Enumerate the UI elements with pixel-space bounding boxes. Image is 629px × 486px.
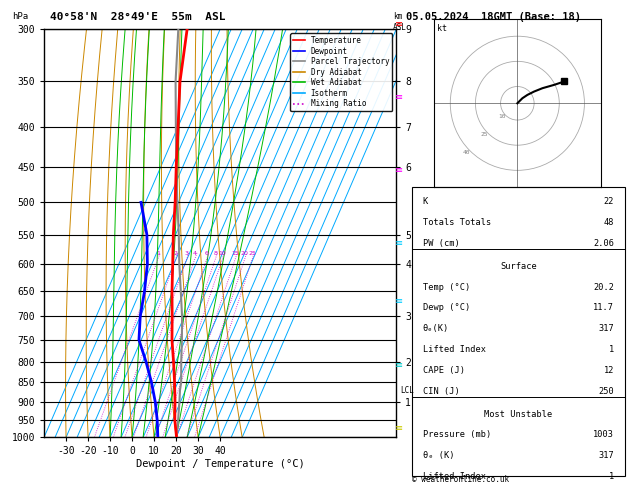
Text: Totals Totals: Totals Totals: [423, 218, 491, 227]
Text: 317: 317: [598, 324, 614, 333]
Text: ≡: ≡: [396, 165, 403, 175]
Text: 2.06: 2.06: [593, 239, 614, 248]
Text: 10: 10: [498, 115, 506, 120]
Text: 48: 48: [603, 218, 614, 227]
Text: 20: 20: [241, 251, 249, 257]
Text: ≡: ≡: [396, 238, 403, 248]
Text: PW (cm): PW (cm): [423, 239, 459, 248]
Text: LCL: LCL: [400, 386, 414, 395]
Text: CAPE (J): CAPE (J): [423, 366, 465, 375]
Text: Dewp (°C): Dewp (°C): [423, 303, 470, 312]
Text: 11.7: 11.7: [593, 303, 614, 312]
Text: 40: 40: [463, 150, 470, 155]
Text: hPa: hPa: [13, 12, 29, 21]
Text: 22: 22: [603, 197, 614, 206]
Text: 1: 1: [156, 251, 160, 257]
Text: 12: 12: [603, 366, 614, 375]
Text: 6: 6: [205, 251, 209, 257]
X-axis label: Dewpoint / Temperature (°C): Dewpoint / Temperature (°C): [136, 459, 304, 469]
Text: 1: 1: [609, 345, 614, 354]
Text: 05.05.2024  18GMT (Base: 18): 05.05.2024 18GMT (Base: 18): [406, 12, 581, 22]
Text: θₑ(K): θₑ(K): [423, 324, 449, 333]
Text: 20.2: 20.2: [593, 282, 614, 292]
Text: ≡: ≡: [396, 296, 403, 306]
Text: 2: 2: [174, 251, 178, 257]
Text: 15: 15: [231, 251, 239, 257]
Text: ≡: ≡: [396, 92, 403, 102]
Text: km
ASL: km ASL: [393, 12, 407, 32]
Text: © weatheronline.co.uk: © weatheronline.co.uk: [412, 474, 509, 484]
Text: 8: 8: [214, 251, 218, 257]
Text: kt: kt: [437, 24, 447, 33]
Text: ≡: ≡: [396, 423, 403, 433]
Text: Lifted Index: Lifted Index: [423, 345, 486, 354]
Text: Lifted Index: Lifted Index: [423, 472, 486, 481]
Text: ≡: ≡: [396, 19, 403, 29]
Text: 3: 3: [185, 251, 189, 257]
Text: Most Unstable: Most Unstable: [484, 410, 552, 418]
Text: ≡: ≡: [396, 360, 403, 369]
Text: 1: 1: [609, 472, 614, 481]
Text: 25: 25: [248, 251, 257, 257]
Text: 40°58'N  28°49'E  55m  ASL: 40°58'N 28°49'E 55m ASL: [50, 12, 226, 22]
Text: 250: 250: [598, 387, 614, 396]
Text: Temp (°C): Temp (°C): [423, 282, 470, 292]
Text: Surface: Surface: [500, 262, 537, 271]
Text: 10: 10: [218, 251, 226, 257]
Text: 1003: 1003: [593, 431, 614, 439]
Text: θₑ (K): θₑ (K): [423, 451, 454, 460]
Text: 317: 317: [598, 451, 614, 460]
Text: K: K: [423, 197, 428, 206]
Text: CIN (J): CIN (J): [423, 387, 459, 396]
Text: 4: 4: [193, 251, 197, 257]
Text: 25: 25: [481, 132, 488, 137]
Legend: Temperature, Dewpoint, Parcel Trajectory, Dry Adiabat, Wet Adiabat, Isotherm, Mi: Temperature, Dewpoint, Parcel Trajectory…: [290, 33, 392, 111]
Text: Pressure (mb): Pressure (mb): [423, 431, 491, 439]
